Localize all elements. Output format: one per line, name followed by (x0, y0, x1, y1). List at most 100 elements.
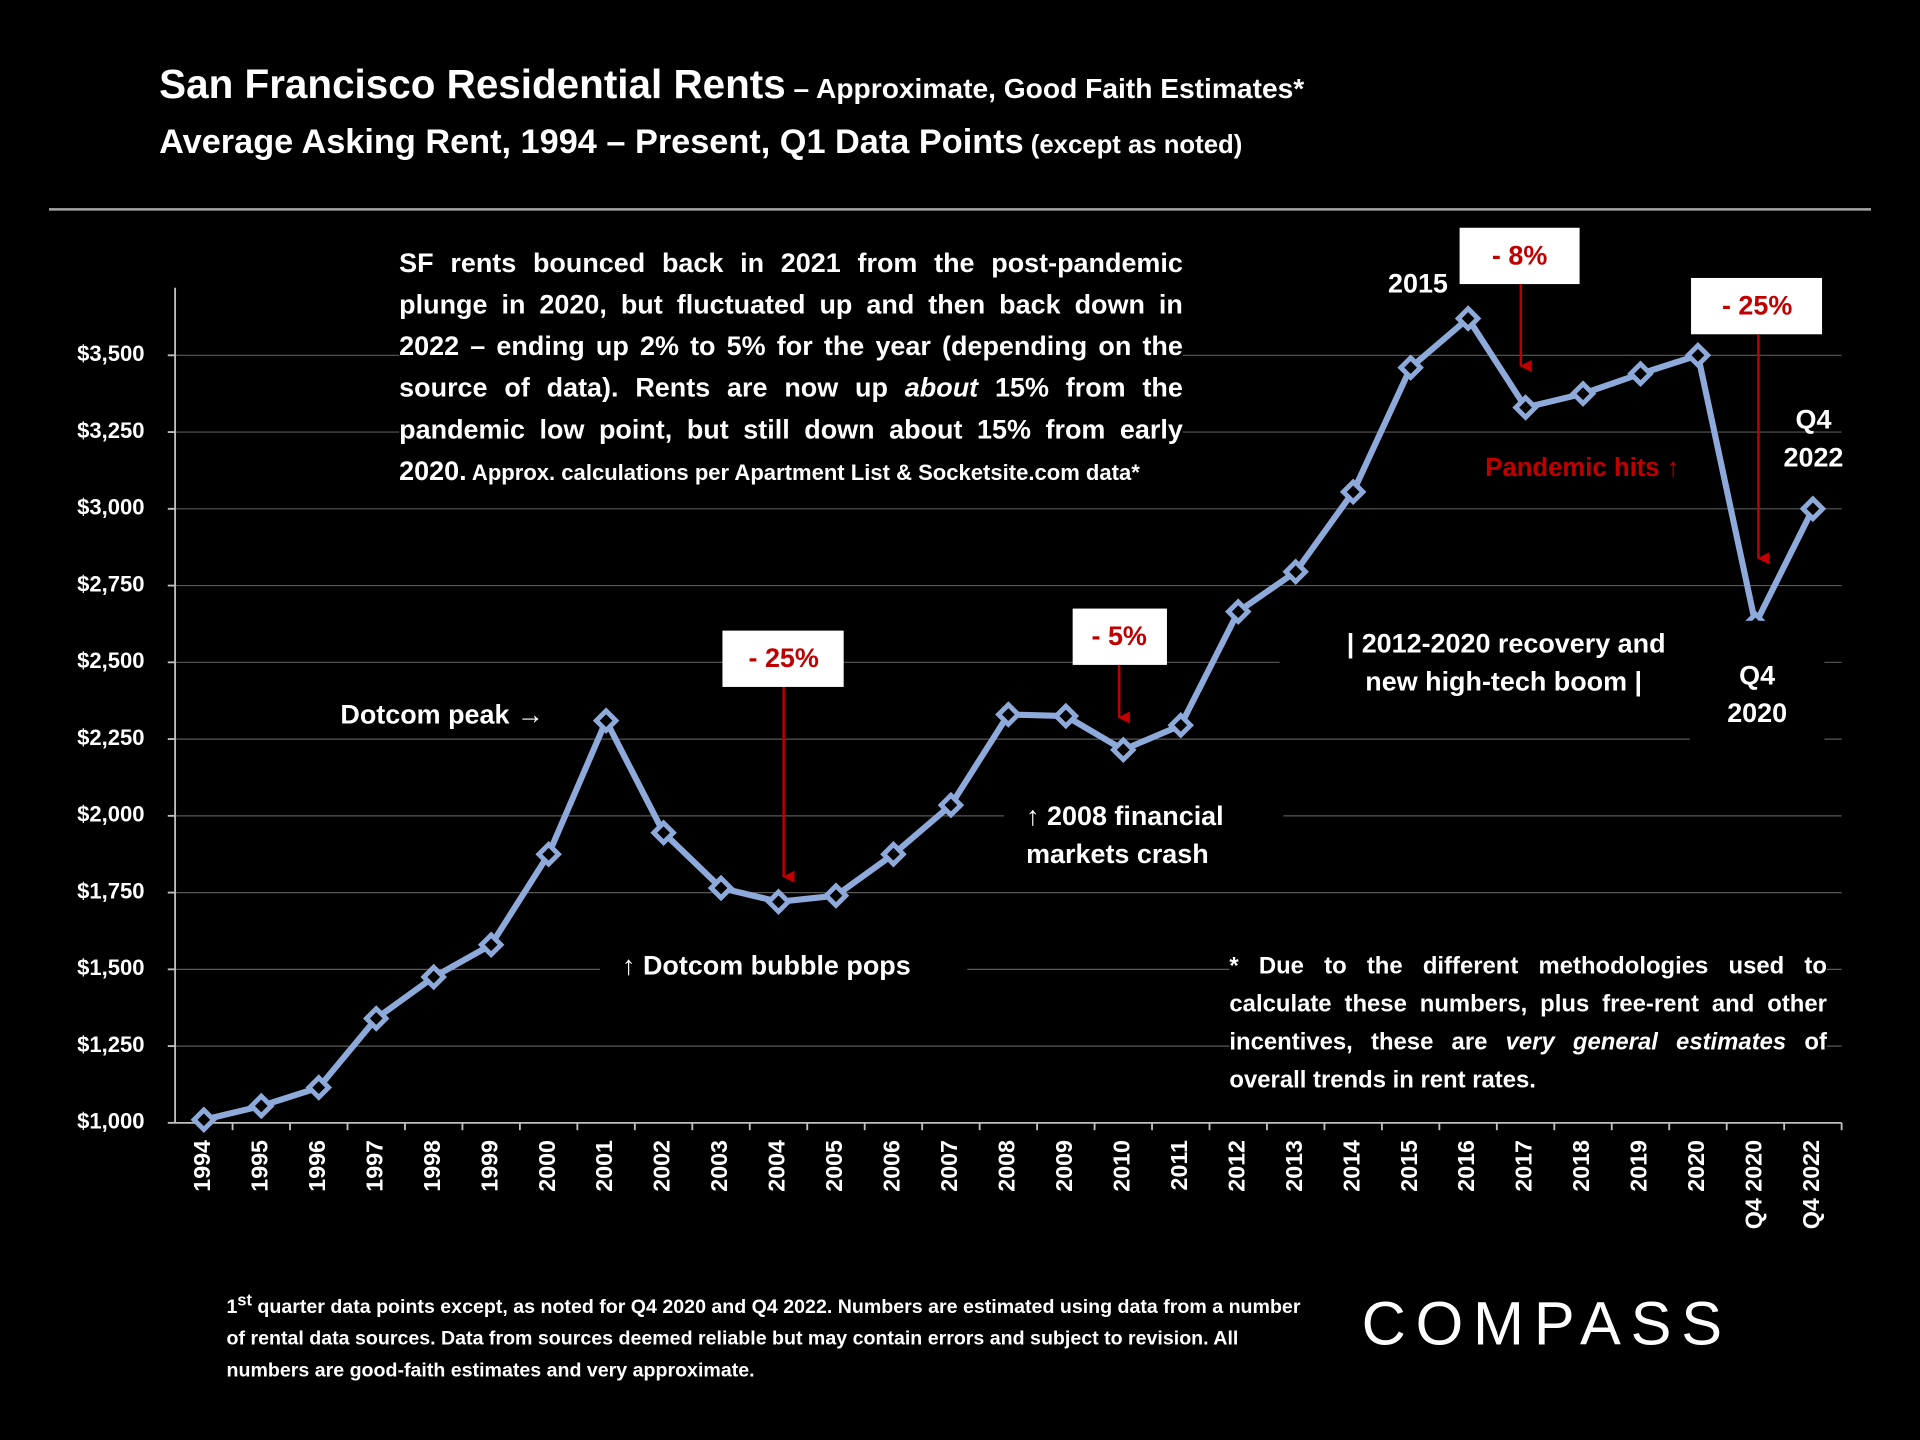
x-tick-label: 2018 (1568, 1140, 1594, 1192)
footnote: * Due to the different methodologies use… (1229, 947, 1827, 1100)
note: SF rents bounced back in 2021 from the p… (399, 242, 1183, 494)
x-tick-label: 2001 (591, 1140, 617, 1192)
marker (420, 963, 447, 991)
marker (707, 874, 735, 902)
note-emphasis: about (904, 372, 979, 403)
marker (995, 701, 1022, 728)
marker (362, 1005, 390, 1032)
note-source: Approx. calculations per Apartment List … (466, 460, 1140, 485)
title-suffix: – Approximate, Good Faith Estimates* (785, 72, 1305, 105)
callout: - 8% (1492, 240, 1547, 270)
annotation: Q4 (1739, 660, 1775, 690)
label-bg (600, 945, 968, 990)
marker (535, 840, 562, 868)
y-tick-label: $3,250 (77, 418, 144, 443)
x-tick-label: 2006 (879, 1140, 905, 1192)
annotation: Q4 (1796, 404, 1832, 434)
marker (937, 791, 965, 819)
callout-box (1072, 608, 1167, 665)
title: San Francisco Residential Rents (159, 61, 786, 107)
footnote-text: * Due to the different methodologies use… (1229, 952, 1827, 1056)
callout: - 25% (749, 643, 819, 673)
x-tick-label: 2004 (764, 1140, 790, 1192)
annotation: 2022 (1784, 442, 1844, 472)
x-tick-label: 2015 (1396, 1140, 1422, 1192)
marker (765, 888, 792, 916)
marker (1454, 305, 1482, 332)
bottom-text: 1 (226, 1297, 238, 1318)
subtitle-block: Average Asking Rent, 1994 – Present, Q1 … (159, 122, 1242, 161)
marker (1339, 478, 1367, 506)
marker (822, 882, 850, 909)
callout-box (1459, 227, 1580, 285)
marker (1052, 702, 1080, 730)
x-tick-label: Q4 2020 (1741, 1140, 1767, 1229)
marker (650, 819, 677, 846)
marker (1684, 342, 1712, 369)
x-tick-label: 2016 (1453, 1140, 1479, 1192)
callout: - 5% (1092, 621, 1147, 651)
x-tick-label: 2020 (1683, 1140, 1709, 1192)
x-tick-label: 2005 (821, 1140, 847, 1192)
y-tick-label: $3,000 (77, 495, 144, 520)
y-tick-label: $3,500 (77, 341, 144, 366)
y-tick-label: $1,750 (77, 878, 144, 903)
bottom-note: 1st quarter data points except, as noted… (227, 1284, 1305, 1387)
marker (1569, 380, 1597, 407)
marker (1167, 712, 1195, 739)
title-block: San Francisco Residential Rents – Approx… (159, 61, 1304, 108)
x-tick-label: 2012 (1223, 1140, 1249, 1192)
x-tick-label: 2000 (534, 1140, 560, 1192)
marker (880, 840, 907, 868)
note-text: SF rents bounced back in 2021 from the p… (399, 247, 1183, 403)
annotation: | 2012-2020 recovery and (1347, 628, 1666, 658)
logo: COMPASS (1361, 1289, 1732, 1358)
note-text: 15% from the pandemic low point, but sti… (399, 372, 1183, 487)
label-bg (1004, 793, 1284, 882)
x-tick-label: 1997 (361, 1140, 387, 1192)
marker (1799, 495, 1827, 523)
marker (190, 1106, 218, 1134)
marker (592, 707, 620, 734)
annotation: Pandemic hits ↑ (1485, 454, 1679, 482)
y-tick-label: $1,500 (77, 955, 144, 980)
callout-box (1691, 277, 1823, 335)
x-tick-label: 1998 (419, 1140, 445, 1192)
y-tick-label: $2,750 (77, 571, 144, 596)
callout: - 25% (1722, 290, 1792, 320)
x-tick-label: 1999 (476, 1140, 502, 1192)
x-tick-label: 2013 (1281, 1140, 1307, 1192)
annotation: 2020 (1727, 698, 1787, 728)
subtitle-suffix: (except as noted) (1023, 131, 1243, 160)
y-tick-label: $1,000 (77, 1109, 144, 1134)
y-tick-label: $1,250 (77, 1032, 144, 1057)
x-tick-label: 2003 (706, 1140, 732, 1192)
x-tick-label: 2002 (649, 1140, 675, 1192)
annotation: ↑ Dotcom bubble pops (622, 950, 911, 980)
x-tick-label: 1996 (304, 1140, 330, 1192)
marker (1110, 736, 1137, 764)
marker (1224, 598, 1252, 625)
marker (305, 1074, 333, 1101)
x-tick-label: 2019 (1626, 1140, 1652, 1192)
annotation: 2015 (1388, 268, 1448, 298)
y-tick-label: $2,250 (77, 725, 144, 750)
x-tick-label: 2017 (1511, 1140, 1537, 1192)
annotation: markets crash (1026, 839, 1209, 869)
annotation: Dotcom peak → (340, 699, 543, 729)
x-tick-label: Q4 2022 (1798, 1140, 1824, 1229)
x-tick-label: 1994 (189, 1140, 215, 1192)
x-tick-label: 2010 (1108, 1140, 1134, 1192)
x-tick-label: 2011 (1166, 1140, 1192, 1191)
footnote-emphasis: very general estimates (1505, 1028, 1787, 1056)
x-tick-label: 2008 (994, 1140, 1020, 1192)
x-tick-label: 2007 (936, 1140, 962, 1192)
bottom-text: quarter data points except, as noted for… (226, 1297, 1301, 1382)
footnote-text: of overall trends in rent rates. (1229, 1028, 1827, 1094)
y-tick-label: $2,500 (77, 648, 144, 673)
marker (1512, 394, 1539, 421)
